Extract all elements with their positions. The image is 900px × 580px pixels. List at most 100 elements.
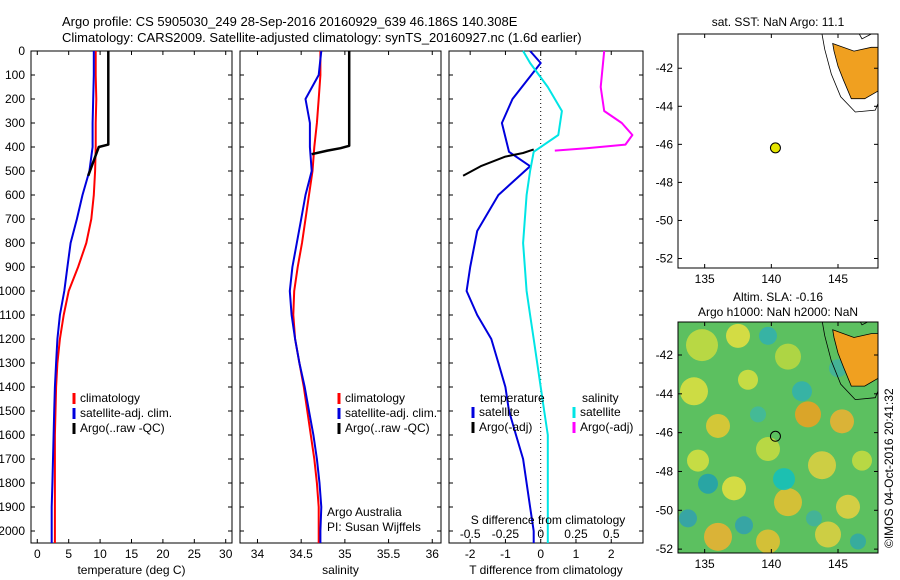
sla-blob [726,323,750,348]
sla-blob [756,529,780,553]
x-tick-label: -1 [500,547,511,561]
y-tick-label: -50 [656,503,674,517]
mainland-coast [844,34,878,40]
y-tick-label: -42 [656,348,674,362]
sla-blob [830,409,854,434]
sla-blob [750,406,766,423]
series-line [53,51,98,543]
legend-label: satellite [479,405,520,419]
x-tick-label: 36 [426,547,440,561]
x-tick-label: 15 [125,547,139,561]
x-tick-label: 135 [695,272,715,286]
sla-title-line2: Argo h1000: NaN h2000: NaN [698,305,858,319]
s-axis-label: S difference from climatology [471,513,626,527]
sla-blob [795,401,821,428]
x-tick-label: 35.5 [377,547,401,561]
sla-blob [792,381,812,402]
sla-blob [735,516,753,535]
series-line [50,51,95,543]
map-content [678,322,878,553]
x-tick-label: 35 [338,547,352,561]
s-tick-label: -0.5 [460,527,481,541]
series-line [462,148,535,177]
y-tick-label: -42 [656,61,674,75]
annotation-line: PI: Susan Wijffels [327,520,421,534]
series-line [292,51,322,543]
x-tick-label: 0 [537,547,544,561]
series-line [311,51,351,156]
sla-blob [775,343,801,370]
legend-label: Argo(..raw -QC) [80,421,165,435]
sla-blob [774,488,802,517]
map-content [821,34,878,113]
legend-label: satellite-adj. clim. [80,406,172,420]
y-tick-label: 300 [5,116,25,130]
x-tick-label: 0 [34,547,41,561]
x-tick-label: 140 [761,272,781,286]
x-tick-label: 140 [761,557,781,571]
y-tick-label: 2000 [0,524,25,538]
x-tick-label: 145 [828,272,848,286]
x-axis-label: temperature (deg C) [77,563,185,577]
s-tick-label: 0 [537,527,544,541]
x-tick-label: 5 [65,547,72,561]
s-tick-label: 0.5 [603,527,620,541]
legend-title-temperature: temperature [480,391,545,405]
x-tick-label: 2 [608,547,615,561]
sla-blob [806,510,822,527]
x-axis-label: salinity [322,563,359,577]
axes-frame [30,50,233,544]
bathymetry-contour [821,34,878,113]
sla-blob [722,476,746,501]
y-tick-label: 1500 [0,404,25,418]
series-line [87,51,110,177]
y-tick-label: 1600 [0,428,25,442]
x-axis-label: T difference from climatology [469,563,623,577]
sla-blob [686,329,718,362]
tasmania-land [832,329,878,387]
y-tick-label: 1800 [0,476,25,490]
y-tick-label: -52 [656,251,674,265]
y-tick-label: 600 [5,188,25,202]
mainland-coast [859,322,869,326]
y-tick-label: 100 [5,68,25,82]
argo-position-marker [769,142,781,154]
y-tick-label: -44 [656,99,674,113]
sla-blob [698,473,718,494]
s-tick-label: -0.25 [492,527,520,541]
y-tick-label: -46 [656,137,674,151]
legend-label: climatology [345,391,405,405]
y-tick-label: 1700 [0,452,25,466]
sla-blob [759,326,777,345]
salinity-panel: 34 34.5 35 35.5 36 salinity climatologysatelli… [239,50,442,577]
bathymetry-contour [821,322,878,401]
y-tick-label: 1300 [0,356,25,370]
sla-blob [687,449,709,472]
map-frame [677,33,879,269]
x-tick-label: 34 [251,547,265,561]
y-tick-label: 800 [5,236,25,250]
y-tick-label: 1100 [0,308,25,322]
argo-position-marker [769,430,781,442]
legend-title-salinity: salinity [582,391,619,405]
sla-blob [773,468,795,491]
x-tick-label: 135 [695,557,715,571]
y-tick-label: -44 [656,387,674,401]
sla-blob [850,533,866,550]
axes-frame [239,50,442,544]
temperature-panel: 0100200300400500600700800900100011001200… [0,44,233,577]
sla-blob [680,377,708,406]
sla-blob [852,450,872,471]
sla-map-panel: -42 -44 -46 -48 -50 -52 135 140 145 Altim. SLA: -… [656,290,879,571]
legend-label: satellite [580,405,621,419]
sla-blob [679,509,697,528]
header-line1: Argo profile: CS 5905030_249 28-Sep-2016… [62,14,518,29]
s-tick-label: 0.25 [564,527,588,541]
x-tick-label: 30 [219,547,233,561]
map-frame [677,321,879,554]
x-tick-label: -2 [465,547,476,561]
sla-blob [706,413,730,438]
y-tick-label: 1900 [0,500,25,514]
x-tick-label: 1 [573,547,580,561]
